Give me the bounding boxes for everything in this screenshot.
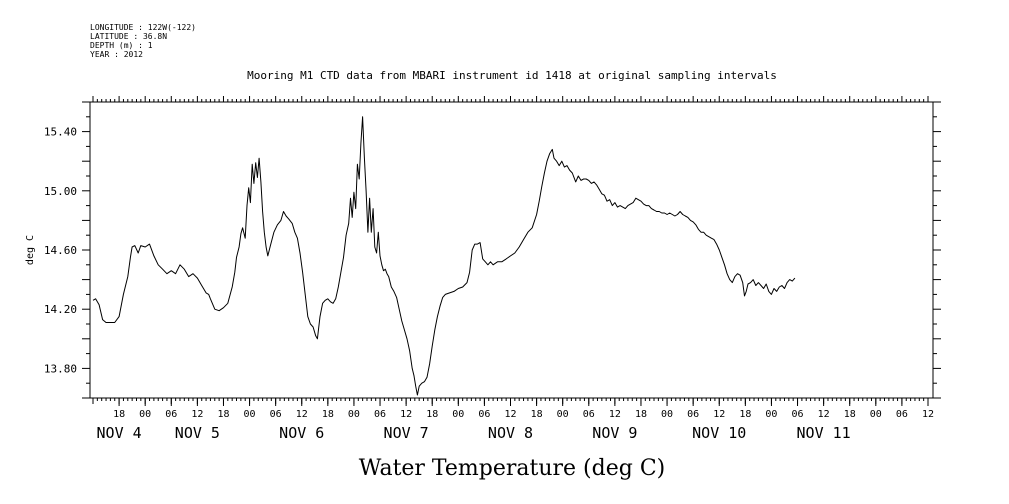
x-tick-label: 12 (922, 409, 934, 420)
meta-longitude: LONGITUDE : 122W(-122) (90, 23, 196, 32)
day-label: NOV 6 (279, 424, 324, 442)
x-tick-label: 12 (609, 409, 621, 420)
y-tick-label: 14.60 (44, 244, 77, 257)
y-axis-label: deg C (25, 235, 36, 265)
meta-latitude: LATITUDE : 36.8N (90, 32, 167, 41)
x-tick-label: 06 (792, 409, 804, 420)
metadata-block: LONGITUDE : 122W(-122) LATITUDE : 36.8N … (90, 23, 196, 59)
x-tick-label: 18 (426, 409, 438, 420)
x-tick-label: 06 (687, 409, 699, 420)
x-tick-label: 18 (322, 409, 334, 420)
x-tick-label: 18 (113, 409, 125, 420)
x-tick-label: 00 (452, 409, 464, 420)
x-tick-label: 12 (191, 409, 203, 420)
x-tick-label: 12 (400, 409, 412, 420)
x-tick-label: 06 (478, 409, 490, 420)
y-tick-label: 15.00 (44, 185, 77, 198)
day-label: NOV 10 (692, 424, 746, 442)
x-tick-label: 06 (583, 409, 595, 420)
x-tick-label: 12 (713, 409, 725, 420)
x-tick-label: 12 (818, 409, 830, 420)
x-tick-label: 12 (504, 409, 516, 420)
x-tick-label: 06 (374, 409, 386, 420)
x-tick-label: 00 (244, 409, 256, 420)
meta-year: YEAR : 2012 (90, 50, 143, 59)
x-tick-label: 18 (635, 409, 647, 420)
x-tick-label: 06 (165, 409, 177, 420)
y-tick-label: 13.80 (44, 362, 77, 375)
x-axis: 18 00 06 12 18 00 06 12 18 00 06 12 18 00 06 12 18 00 06 12… (97, 398, 934, 442)
x-tick-label: 00 (557, 409, 569, 420)
minor-ticks (92, 96, 929, 404)
day-label: NOV 5 (175, 424, 220, 442)
x-tick-label: 00 (765, 409, 777, 420)
x-tick-label: 18 (217, 409, 229, 420)
x-tick-label: 00 (139, 409, 151, 420)
x-tick-label: 06 (896, 409, 908, 420)
x-tick-label: 00 (661, 409, 673, 420)
x-axis-label: Water Temperature (deg C) (359, 456, 666, 481)
x-tick-label: 12 (296, 409, 308, 420)
meta-depth: DEPTH (m) : 1 (90, 41, 153, 50)
chart-title: Mooring M1 CTD data from MBARI instrumen… (247, 69, 777, 82)
x-tick-label: 00 (348, 409, 360, 420)
day-label: NOV 9 (592, 424, 637, 442)
y-axis: 13.80 14.20 14.60 15.00 15.40 (44, 101, 941, 399)
y-tick-label: 14.20 (44, 303, 77, 316)
day-label: NOV 4 (97, 424, 142, 442)
x-tick-label: 00 (870, 409, 882, 420)
series-group (92, 116, 796, 396)
day-label: NOV 7 (384, 424, 429, 442)
temperature-series-line (92, 116, 796, 396)
x-tick-label: 18 (844, 409, 856, 420)
x-tick-label: 18 (739, 409, 751, 420)
x-tick-label: 18 (531, 409, 543, 420)
day-label: NOV 8 (488, 424, 533, 442)
y-tick-label: 15.40 (44, 126, 77, 139)
day-label: NOV 11 (797, 424, 851, 442)
plot-frame (89, 101, 934, 399)
x-tick-label: 06 (270, 409, 282, 420)
